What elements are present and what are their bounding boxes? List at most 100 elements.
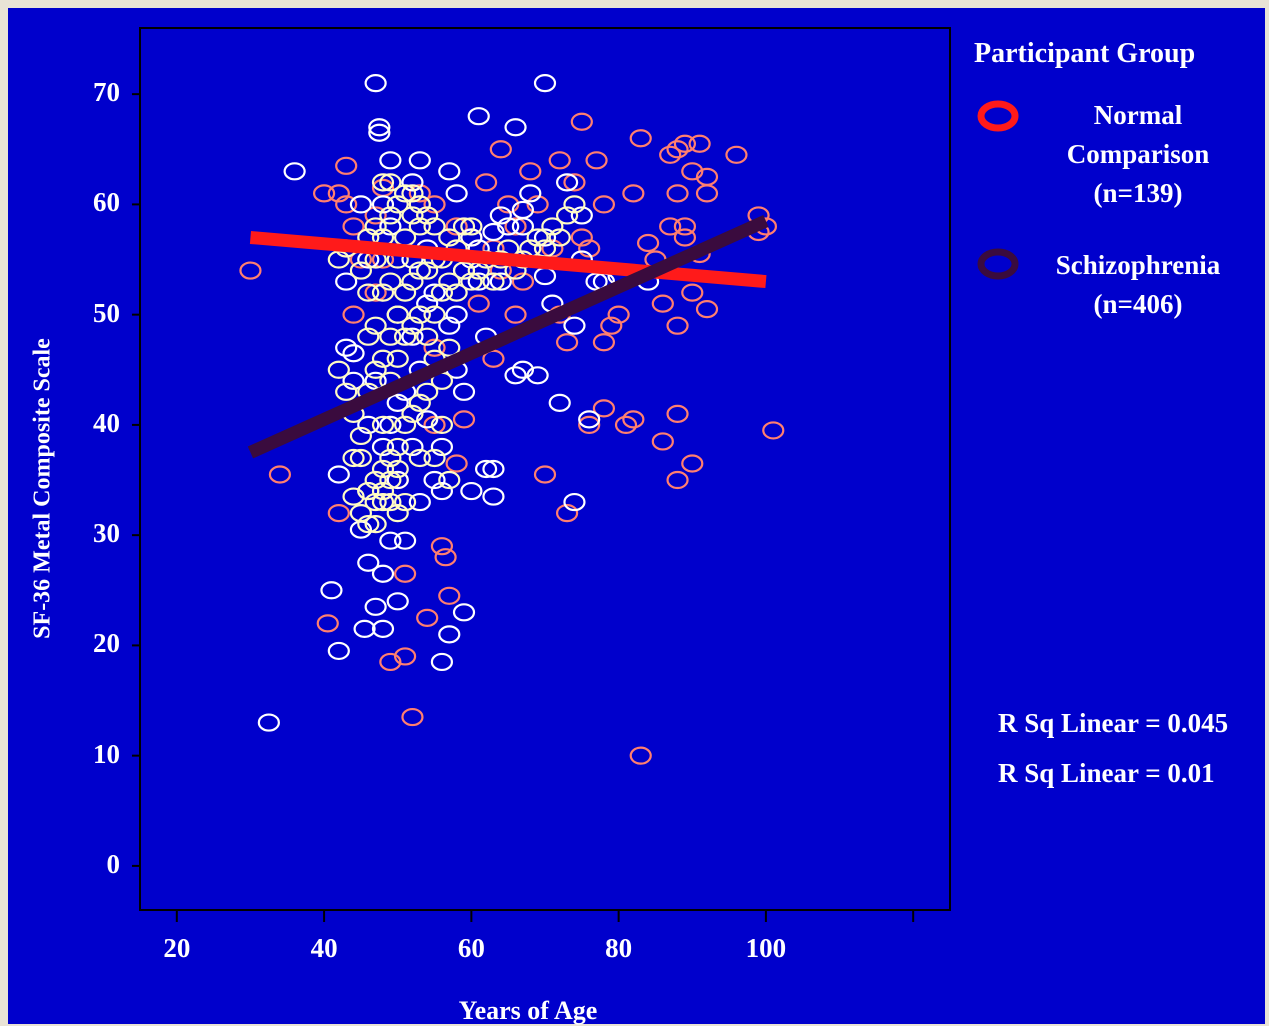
legend-label-normal: Normal Comparison (n=139): [1066, 100, 1210, 208]
data-point: [504, 366, 527, 385]
data-point: [371, 564, 395, 583]
data-point: [379, 272, 402, 291]
fit-line: [247, 215, 769, 459]
data-point: [666, 404, 689, 423]
data-point: [349, 504, 373, 523]
data-point: [393, 564, 417, 583]
data-point: [563, 173, 586, 192]
data-point: [438, 272, 461, 291]
data-point: [335, 272, 358, 291]
data-point: [555, 504, 579, 523]
data-point: [533, 74, 557, 93]
plot-frame: [139, 27, 951, 911]
data-point: [423, 470, 446, 490]
data-point: [592, 195, 616, 214]
data-point: [386, 592, 409, 611]
data-point: [416, 410, 439, 429]
data-point: [416, 294, 439, 313]
data-point: [489, 140, 512, 159]
data-point: [408, 305, 431, 324]
data-point: [379, 206, 402, 225]
data-point: [688, 134, 711, 153]
data-point: [393, 415, 417, 434]
data-points: [239, 74, 785, 765]
data-point: [541, 239, 564, 258]
data-point: [364, 217, 387, 236]
scatter-plot: [132, 27, 1019, 922]
data-point: [401, 272, 424, 291]
data-point: [489, 206, 512, 225]
data-point: [548, 151, 571, 170]
data-point: [482, 459, 505, 479]
data-point: [342, 305, 365, 324]
data-point: [408, 492, 431, 512]
data-point: [482, 487, 505, 506]
data-point: [386, 305, 409, 324]
data-point: [379, 531, 402, 550]
data-point: [430, 415, 454, 434]
data-point: [379, 470, 402, 490]
data-point: [504, 217, 527, 236]
data-point: [607, 305, 630, 324]
y-tick-label: 50: [93, 297, 120, 328]
data-point: [695, 300, 719, 319]
data-point: [401, 184, 424, 203]
data-point: [379, 327, 402, 346]
data-point: [497, 217, 520, 236]
data-point: [386, 470, 409, 490]
data-point: [416, 261, 439, 280]
data-point: [386, 393, 409, 412]
data-point: [320, 581, 343, 600]
y-tick-label: 60: [93, 187, 120, 218]
data-point: [482, 349, 505, 368]
plot-border: [139, 27, 951, 911]
data-point: [386, 195, 409, 214]
data-point: [342, 487, 365, 506]
fit-lines: [247, 215, 769, 459]
data-point: [474, 173, 498, 192]
y-tick-label: 30: [93, 518, 120, 549]
data-point: [349, 426, 373, 446]
data-point: [489, 272, 512, 291]
fit-line: [249, 230, 767, 289]
data-point: [371, 481, 395, 501]
data-point: [401, 173, 424, 192]
data-point: [357, 283, 380, 302]
data-point: [408, 151, 431, 170]
legend-markers: [977, 100, 1019, 280]
data-point: [666, 184, 689, 203]
data-point: [364, 316, 387, 335]
data-point: [349, 195, 373, 214]
data-point: [548, 393, 571, 412]
y-tick-label: 0: [106, 848, 121, 879]
data-point: [401, 206, 424, 225]
data-point: [257, 713, 280, 732]
data-point: [533, 228, 557, 247]
data-point: [452, 410, 476, 429]
data-point: [563, 316, 586, 335]
data-point: [393, 647, 417, 666]
data-point: [379, 448, 402, 468]
data-point: [386, 437, 409, 457]
data-point: [460, 272, 483, 291]
data-point: [519, 162, 542, 181]
data-point: [364, 492, 387, 512]
data-point: [379, 217, 402, 236]
data-point: [393, 492, 417, 512]
x-tick-label: 100: [745, 933, 787, 963]
data-point: [578, 415, 601, 434]
data-point: [379, 652, 402, 672]
data-point: [408, 184, 431, 203]
data-point: [695, 167, 719, 186]
data-point: [651, 432, 674, 451]
legend-title: Participant Group: [974, 38, 1196, 69]
data-point: [482, 272, 505, 291]
data-point: [622, 184, 645, 203]
data-point: [371, 349, 395, 368]
data-point: [423, 415, 446, 434]
data-point: [327, 465, 350, 484]
data-point: [592, 399, 616, 418]
data-point: [438, 228, 461, 247]
data-point: [533, 266, 557, 286]
data-point: [342, 344, 365, 363]
